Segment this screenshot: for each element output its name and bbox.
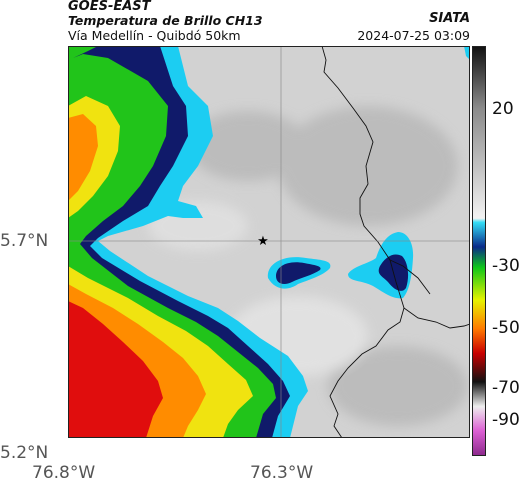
colorbar [472, 46, 486, 456]
boundaries [321, 46, 470, 438]
satellite-label: GOES-EAST [68, 0, 151, 14]
lon-label-76-8: 76.8°W [32, 463, 96, 483]
map-frame [68, 46, 470, 438]
lat-label-5-7: 5.7°N [0, 231, 49, 251]
satellite-map: ★ [68, 46, 470, 438]
municipal-boundary-2 [389, 259, 431, 295]
department-boundary [321, 46, 405, 438]
central-cell [267, 257, 331, 289]
colorbar-label-minus90: -90 [492, 410, 520, 430]
colorbar-gradient [472, 46, 486, 456]
organization-label: SIATA [429, 11, 470, 26]
colorbar-label-minus50: -50 [492, 318, 520, 338]
lat-label-5-2: 5.2°N [0, 443, 49, 463]
west-convection [68, 46, 308, 438]
graticule [68, 46, 470, 438]
route-label: Vía Medellín - Quibdó 50km [68, 28, 241, 43]
colorbar-label-minus70: -70 [492, 378, 520, 398]
municipal-boundary [403, 307, 470, 329]
red-band [68, 301, 163, 438]
colorbar-label-20: 20 [492, 99, 514, 119]
corner-cloud [464, 46, 470, 60]
datetime-label: 2024-07-25 03:09 [357, 28, 470, 43]
lon-label-76-3: 76.3°W [250, 463, 314, 483]
location-star-icon: ★ [257, 234, 269, 249]
product-title: Temperatura de Brillo CH13 [68, 13, 263, 28]
colorbar-label-minus30: -30 [492, 256, 520, 276]
